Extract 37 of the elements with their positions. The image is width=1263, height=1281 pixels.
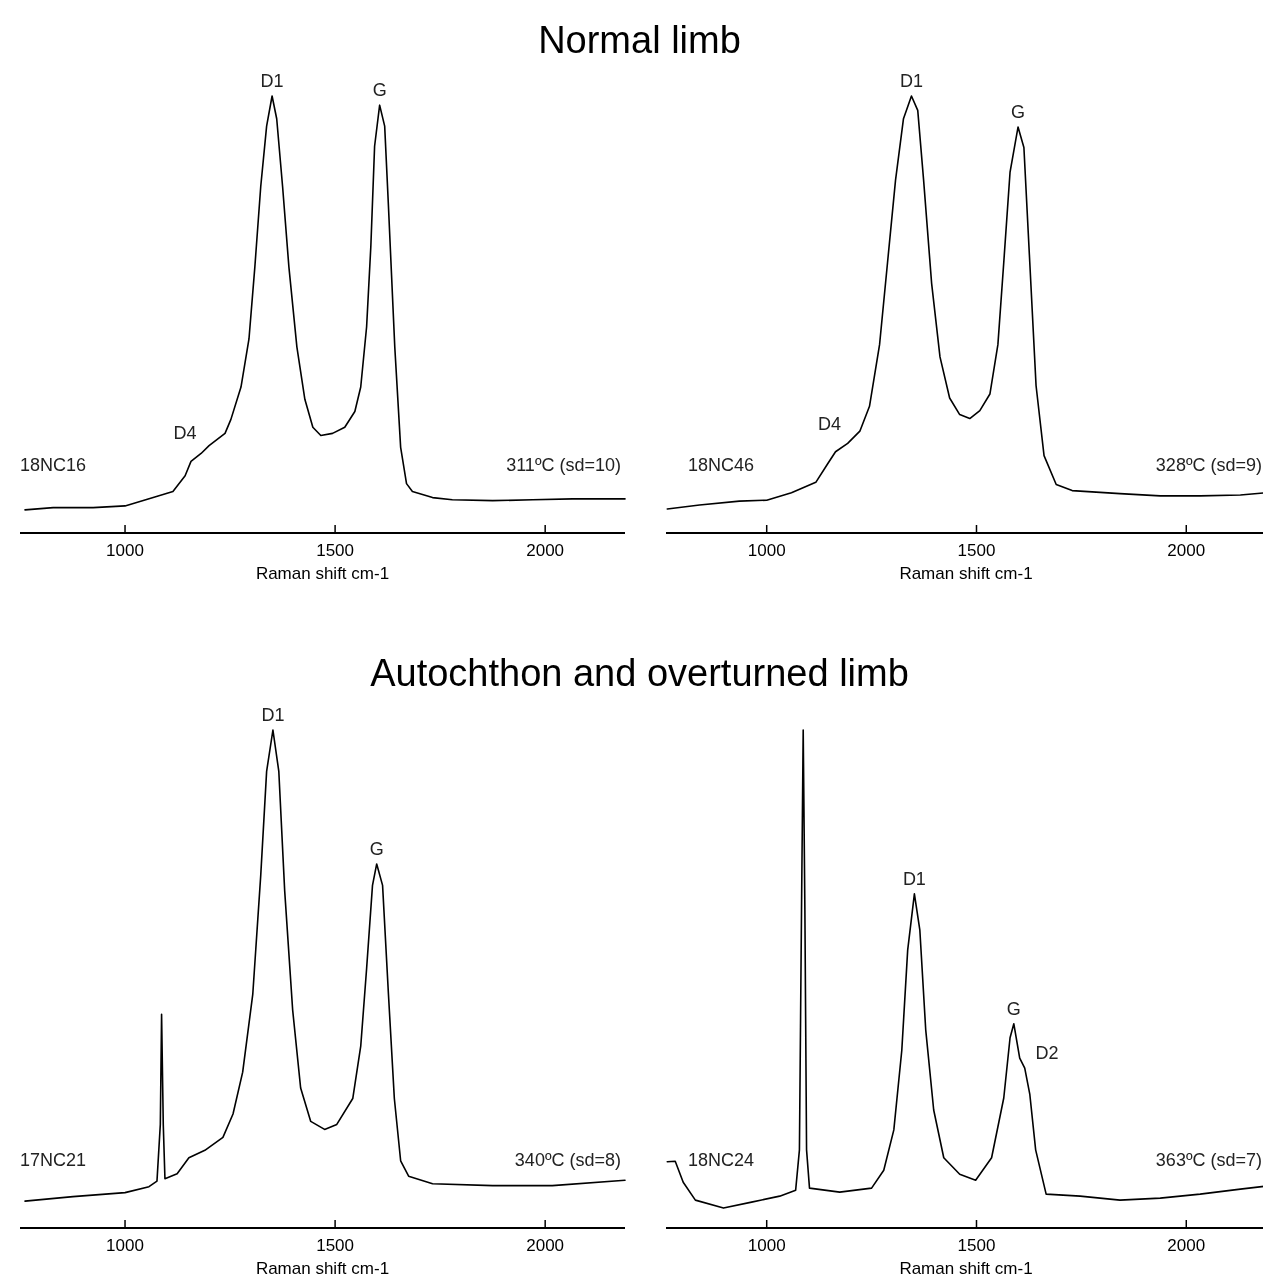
series-label: 18NC16 <box>20 455 87 475</box>
chart-title: Normal limb <box>538 19 741 61</box>
annotation: G <box>1006 998 1021 1019</box>
x-tick-label: 1500 <box>957 541 996 560</box>
x-tick-label: 1500 <box>957 1236 996 1255</box>
annotation: 311ºC (sd=10) <box>506 455 621 475</box>
annotation: G <box>1011 102 1026 123</box>
series-label: 17NC21 <box>20 1150 87 1170</box>
series-label: 18NC24 <box>688 1150 755 1170</box>
annotation: G <box>372 80 387 101</box>
x-tick-label: 1000 <box>747 1236 786 1255</box>
annotation: D4 <box>173 423 197 444</box>
annotation: D4 <box>818 413 842 434</box>
x-tick-label: 2000 <box>526 1236 565 1255</box>
x-axis-title: Raman shift cm-1 <box>899 1259 1033 1278</box>
x-tick-label: 2000 <box>526 541 565 560</box>
x-tick-label: 1000 <box>106 541 144 560</box>
series-label: 18NC46 <box>688 455 755 475</box>
annotation: 328ºC (sd=9) <box>1155 455 1262 475</box>
annotation: D1 <box>902 868 926 889</box>
annotation: 363ºC (sd=7) <box>1155 1150 1262 1170</box>
x-tick-label: 1500 <box>316 1236 355 1255</box>
annotation: 340ºC (sd=8) <box>514 1150 621 1170</box>
annotation: D1 <box>899 71 923 91</box>
x-tick-label: 2000 <box>1167 541 1206 560</box>
x-axis-title: Raman shift cm-1 <box>255 1259 390 1278</box>
x-axis-title: Raman shift cm-1 <box>899 564 1033 583</box>
annotation: D1 <box>261 705 285 725</box>
x-tick-label: 1500 <box>316 541 355 560</box>
annotation: G <box>369 838 384 859</box>
x-tick-label: 1000 <box>106 1236 144 1255</box>
x-tick-label: 2000 <box>1167 1236 1206 1255</box>
annotation: D2 <box>1035 1043 1059 1064</box>
x-axis-title: Raman shift cm-1 <box>255 564 390 583</box>
chart-title: Autochthon and overturned limb <box>370 652 909 694</box>
annotation: D1 <box>260 71 284 91</box>
x-tick-label: 1000 <box>747 541 786 560</box>
